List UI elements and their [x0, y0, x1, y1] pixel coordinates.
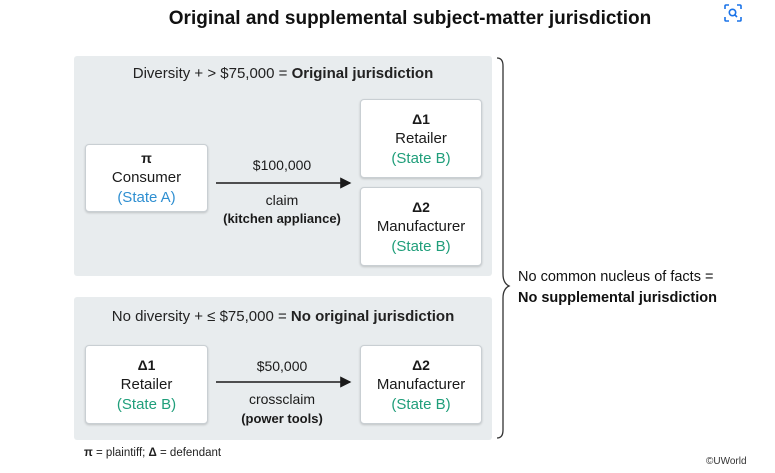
note-line2: No supplemental jurisdiction	[518, 290, 717, 306]
cross-d2-state: (State B)	[391, 395, 451, 413]
legend: π = plaintiff; Δ = defendant	[84, 447, 221, 459]
cross-d1-symbol: Δ1	[137, 356, 156, 373]
legend-delta: Δ	[148, 447, 157, 459]
top-heading-text: Diversity + > $75,000 =	[132, 65, 292, 82]
legend-pi: π	[84, 447, 93, 459]
crossclaim-type: crossclaim	[248, 391, 316, 407]
page-title: Original and supplemental subject-matter…	[168, 8, 652, 29]
cross-d2-symbol: Δ2	[412, 356, 430, 373]
cross-d1-state: (State B)	[116, 395, 177, 413]
d1-state: (State B)	[391, 149, 451, 167]
defendant2-manufacturer-cross-box: Δ2 Manufacturer (State B)	[360, 345, 482, 424]
copyright: ©UWorld	[706, 456, 747, 467]
plaintiff-symbol: π	[141, 150, 152, 166]
legend-delta-text: = defendant	[156, 447, 222, 459]
defendant2-manufacturer-box: Δ2 Manufacturer (State B)	[360, 187, 482, 266]
d2-role: Manufacturer	[376, 217, 466, 235]
d2-symbol: Δ2	[412, 198, 430, 215]
plaintiff-state: (State A)	[117, 189, 176, 206]
defendant1-retailer-box: Δ1 Retailer (State B)	[360, 99, 482, 178]
crossclaim-amount: $50,000	[256, 358, 308, 374]
supplemental-note: No common nucleus of facts = No suppleme…	[518, 267, 717, 309]
crossclaim-subject: (power tools)	[241, 411, 323, 426]
cross-d1-role: Retailer	[120, 375, 173, 393]
image-search-icon[interactable]	[718, 0, 748, 26]
bottom-panel-heading: No diversity + ≤ $75,000 = No original j…	[74, 308, 492, 325]
top-heading-bold: Original jurisdiction	[291, 65, 434, 82]
top-panel-heading: Diversity + > $75,000 = Original jurisdi…	[74, 65, 492, 82]
legend-pi-text: = plaintiff;	[92, 447, 149, 459]
claim-type: claim	[265, 192, 299, 208]
d1-symbol: Δ1	[412, 110, 430, 127]
plaintiff-role: Consumer	[111, 169, 182, 186]
claim-amount: $100,000	[252, 157, 312, 173]
defendant1-retailer-cross-box: Δ1 Retailer (State B)	[85, 345, 208, 424]
d1-role: Retailer	[395, 129, 447, 147]
claim-subject: (kitchen appliance)	[223, 211, 341, 226]
bottom-heading-bold: No original jurisdiction	[290, 308, 455, 325]
note-line1: No common nucleus of facts =	[518, 269, 714, 285]
bottom-heading-text: No diversity + ≤ $75,000 =	[111, 308, 291, 325]
d2-state: (State B)	[391, 237, 451, 255]
plaintiff-consumer-box: π Consumer (State A)	[85, 144, 208, 212]
cross-d2-role: Manufacturer	[376, 375, 466, 393]
right-brace	[496, 57, 511, 439]
